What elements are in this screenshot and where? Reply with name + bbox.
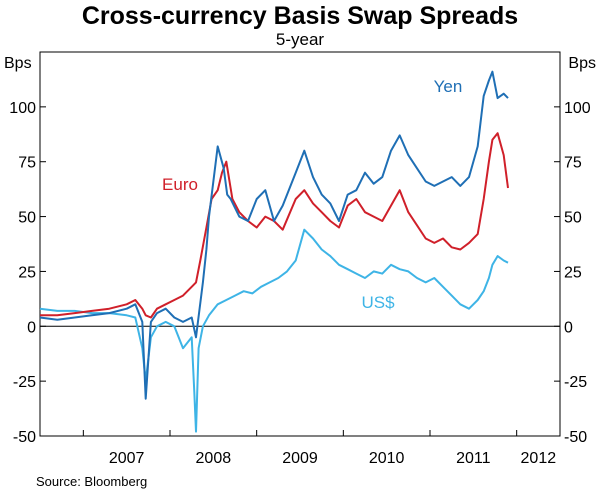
right-y-tick-label: 100	[564, 100, 591, 117]
usd-series-line	[39, 228, 509, 433]
right-axis-unit: Bps	[568, 55, 596, 72]
yen-series-line	[39, 70, 509, 400]
right-y-tick-label: 50	[564, 210, 582, 227]
euro-series-label: Euro	[162, 175, 198, 194]
right-y-tick-label: 75	[564, 155, 582, 172]
right-y-tick-label: -50	[564, 429, 587, 446]
x-tick-label: 2010	[369, 450, 405, 467]
left-y-tick-label: 100	[9, 100, 36, 117]
right-y-tick-label: -25	[564, 374, 587, 391]
left-axis-unit: Bps	[4, 55, 32, 72]
x-tick-label: 2009	[282, 450, 318, 467]
usd-series-label: US$	[361, 293, 395, 312]
right-y-tick-label: 0	[564, 319, 573, 336]
x-tick-label: 2012	[521, 450, 557, 467]
series-lines	[39, 70, 509, 433]
plot-frame	[39, 51, 561, 437]
right-y-tick-label: 25	[564, 264, 582, 281]
x-axis: 2007 2008 2009 2010 2011 2012	[82, 430, 557, 467]
x-tick-label: 2008	[196, 450, 232, 467]
left-y-tick-label: -50	[13, 429, 36, 446]
left-y-tick-label: 25	[18, 264, 36, 281]
euro-series-line	[40, 132, 509, 319]
chart-subtitle: 5-year	[276, 30, 325, 49]
source-note: Source: Bloomberg	[36, 474, 147, 489]
x-tick-label: 2011	[456, 450, 491, 467]
left-y-axis: -50 -25 0 25 50 75 100	[9, 100, 46, 446]
x-tick-label: 2007	[109, 450, 145, 467]
left-y-tick-label: 50	[18, 210, 36, 227]
chart-title: Cross-currency Basis Swap Spreads	[82, 2, 518, 30]
left-y-tick-label: 75	[18, 155, 36, 172]
left-y-tick-label: 0	[27, 319, 36, 336]
right-y-axis: -50 -25 0 25 50 75 100	[554, 100, 591, 446]
left-y-tick-label: -25	[13, 374, 36, 391]
yen-series-label: Yen	[434, 77, 463, 96]
